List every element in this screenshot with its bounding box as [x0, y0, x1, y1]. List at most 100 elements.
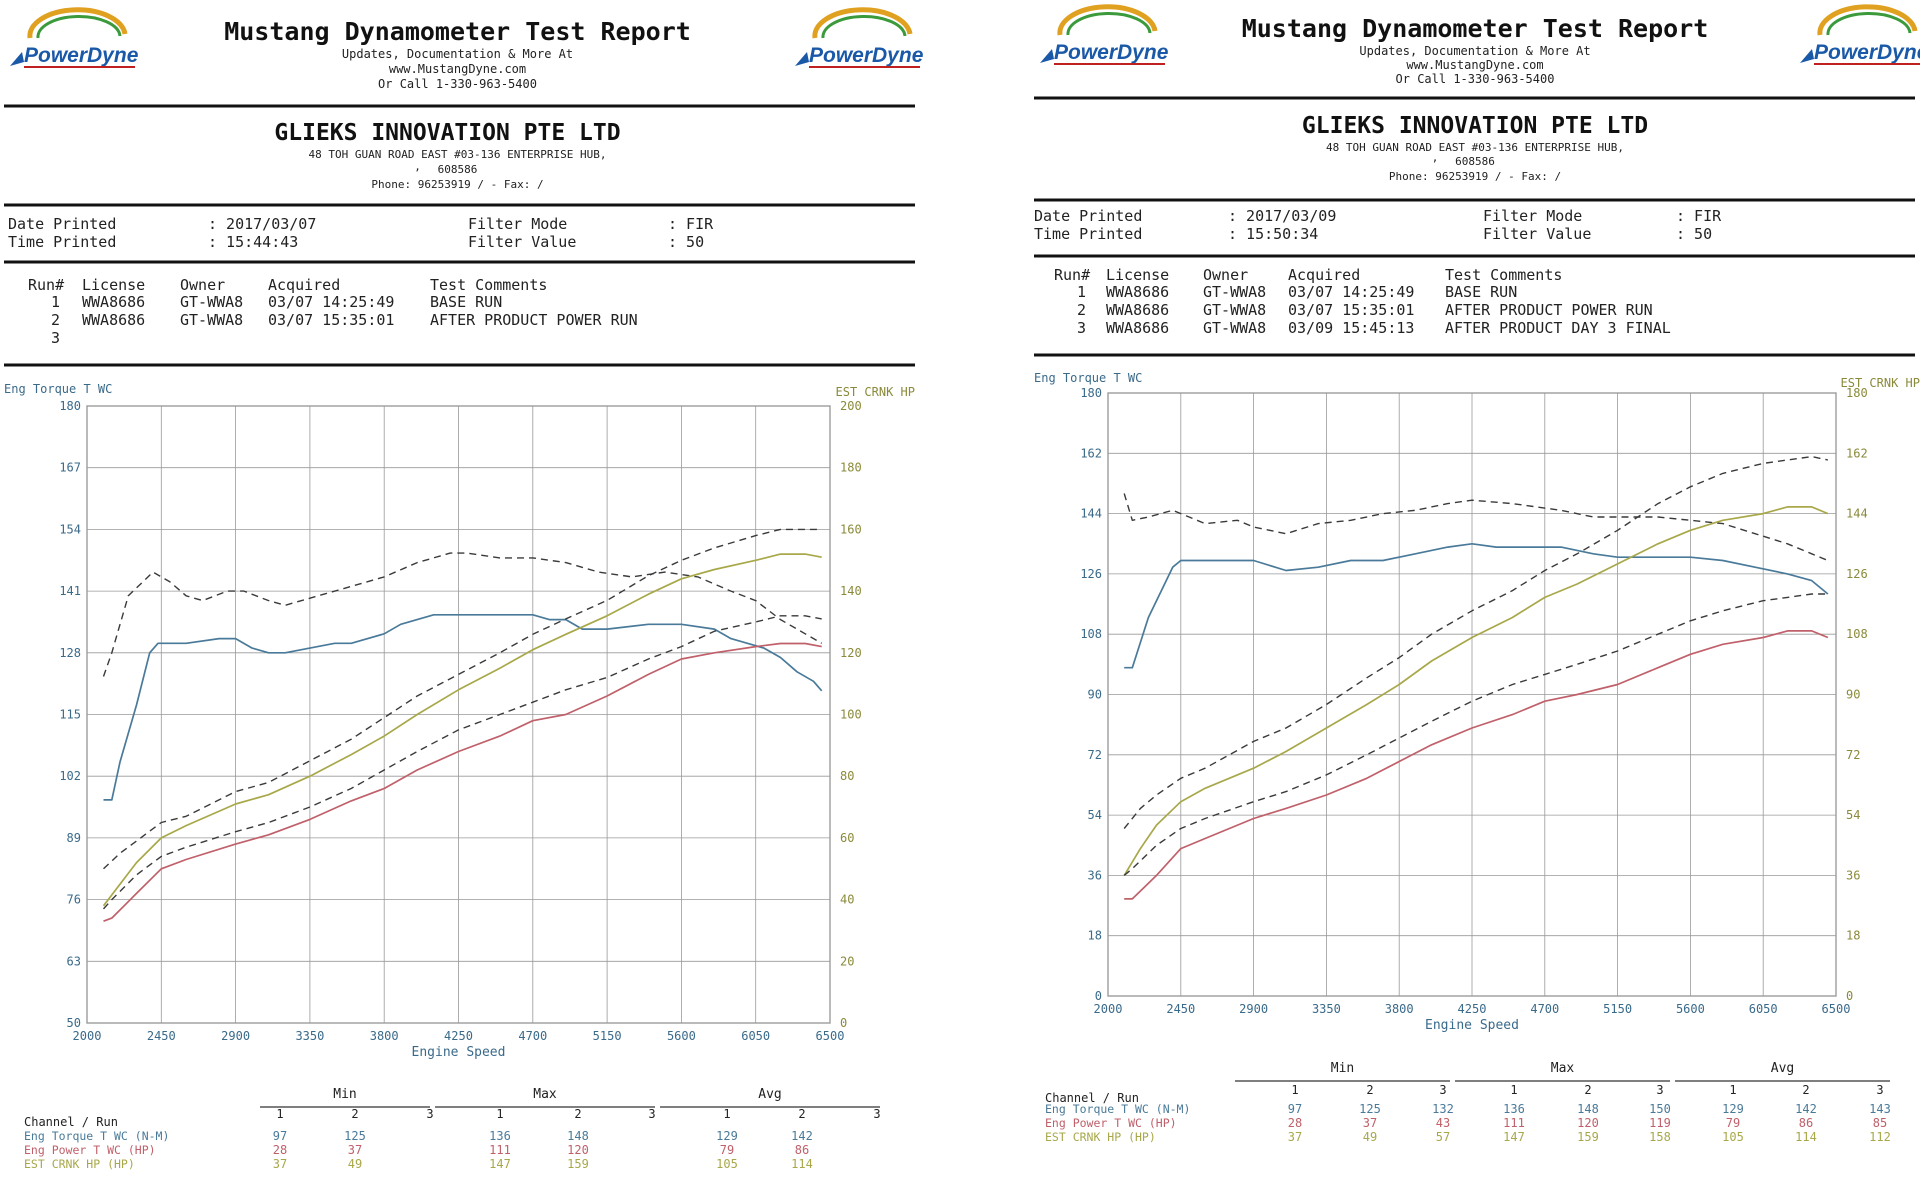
stats-cell: 49 [1363, 1130, 1377, 1144]
runs-cell: 2 [51, 311, 60, 329]
y-left-tick-label: 115 [59, 708, 81, 722]
stats-cell: 158 [1649, 1130, 1671, 1144]
runs-cell: GT-WWA8 [180, 311, 243, 329]
y-left-tick-label: 180 [59, 399, 81, 413]
y-right-axis-label: EST CRNK HP [1841, 376, 1920, 390]
stats-run-number: 3 [648, 1107, 655, 1121]
y-right-tick-label: 60 [840, 831, 854, 845]
stats-group-label: Max [533, 1087, 557, 1102]
x-tick-label: 5150 [1603, 1002, 1632, 1016]
stats-row: Eng Torque T WC (N-M) 97 125 132 136 148 150 12… [1045, 1102, 1891, 1116]
logo-text: PowerDyne [1054, 41, 1169, 64]
runs-table-row: 1 WWA8686 GT-WWA8 03/07 14:25:49 BASE RUN [51, 293, 502, 311]
stats-group-label: Avg [1771, 1061, 1794, 1076]
runs-header-cell: Acquired [1288, 266, 1360, 284]
filter-value-value: : 50 [668, 233, 704, 251]
stats-cell: 129 [1722, 1102, 1744, 1116]
stats-run-number: 2 [1366, 1083, 1373, 1097]
stats-table: Min Max Avg Channel / Run 1 2 3 1 2 3 1 2 3 Eng Torqu… [1045, 1061, 1891, 1144]
y-left-tick-label: 76 [67, 893, 81, 907]
logo-arc-outer [812, 7, 913, 39]
dyno-chart: 2000 2450 2900 3350 3800 4250 4700 5150 5600 6050… [4, 382, 915, 1060]
x-tick-label: 4700 [1530, 1002, 1559, 1016]
stats-cell: 120 [1577, 1116, 1599, 1130]
stats-run-number: 2 [1584, 1083, 1591, 1097]
runs-cell: BASE RUN [1445, 283, 1517, 301]
y-left-tick-label: 18 [1088, 929, 1102, 943]
stats-channel-header: Channel / Run [1045, 1091, 1139, 1105]
stats-cell: 37 [1363, 1116, 1377, 1130]
runs-cell: BASE RUN [430, 293, 502, 311]
runs-cell: WWA8686 [82, 293, 145, 311]
stats-group-label: Max [1551, 1061, 1575, 1076]
stats-run-number: 1 [1510, 1083, 1517, 1097]
stats-cell: 150 [1649, 1102, 1671, 1116]
series-line-3 [102, 553, 822, 907]
y-right-tick-label: 180 [1846, 386, 1868, 400]
series-line-1 [1124, 542, 1829, 669]
company-address-2: , [414, 160, 421, 173]
company-postcode: 608586 [438, 163, 478, 176]
y-left-tick-label: 108 [1080, 627, 1102, 641]
filter-mode-label: Filter Mode [468, 215, 567, 233]
y-right-tick-label: 36 [1846, 868, 1860, 882]
stats-cell: 111 [1503, 1116, 1525, 1130]
logo-arc-outer [1057, 4, 1158, 36]
y-right-tick-label: 54 [1846, 808, 1860, 822]
report-title: Mustang Dynamometer Test Report [1242, 14, 1709, 43]
stats-cell: 85 [1873, 1116, 1887, 1130]
stats-run-number: 2 [798, 1107, 805, 1121]
runs-cell: GT-WWA8 [180, 293, 243, 311]
stats-cell: 97 [1288, 1102, 1302, 1116]
y-left-tick-label: 90 [1088, 688, 1102, 702]
y-right-tick-label: 72 [1846, 748, 1860, 762]
y-right-tick-label: 162 [1846, 446, 1868, 460]
logo-arc-outer [1817, 4, 1918, 36]
logo-text: PowerDyne [1814, 41, 1920, 64]
runs-header-cell: Test Comments [430, 276, 547, 294]
company-address: 48 TOH GUAN ROAD EAST #03-136 ENTERPRISE… [308, 148, 606, 161]
company-address: 48 TOH GUAN ROAD EAST #03-136 ENTERPRISE… [1326, 141, 1624, 154]
stats-cell: 86 [795, 1143, 809, 1157]
stats-row: Eng Torque T WC (N-M) 97 125 136 148 129 142 [24, 1129, 813, 1143]
time-printed-label: Time Printed [1034, 225, 1142, 243]
x-tick-label: 3800 [1385, 1002, 1414, 1016]
stats-run-number: 2 [574, 1107, 581, 1121]
stats-cell: 142 [791, 1129, 813, 1143]
x-tick-label: 2450 [1166, 1002, 1195, 1016]
company-phone: Phone: 96253919 / - Fax: / [1389, 170, 1561, 183]
stats-channel-header: Channel / Run [24, 1115, 118, 1129]
logo-text: PowerDyne [24, 44, 139, 67]
runs-cell: 3 [1077, 319, 1086, 337]
x-axis-label: Engine Speed [412, 1045, 506, 1060]
filter-mode-value: : FIR [1676, 207, 1722, 225]
powerdyne-logo-left: PowerDyne [10, 7, 139, 68]
company-name: GLIEKS INNOVATION PTE LTD [1302, 113, 1648, 139]
runs-cell: 03/07 14:25:49 [268, 293, 394, 311]
y-left-tick-label: 180 [1080, 386, 1102, 400]
filter-value-label: Filter Value [468, 233, 576, 251]
stats-cell: 114 [791, 1157, 813, 1171]
runs-cell: AFTER PRODUCT POWER RUN [430, 311, 638, 329]
stats-cell: 37 [1288, 1130, 1302, 1144]
runs-cell: 3 [51, 329, 60, 347]
runs-cell: AFTER PRODUCT POWER RUN [1445, 301, 1653, 319]
runs-cell: 03/07 15:35:01 [268, 311, 394, 329]
stats-run-number: 3 [426, 1107, 433, 1121]
stats-cell: 28 [1288, 1116, 1302, 1130]
runs-cell: AFTER PRODUCT DAY 3 FINAL [1445, 319, 1671, 337]
y-left-tick-label: 50 [67, 1016, 81, 1030]
x-tick-label: 4250 [1458, 1002, 1487, 1016]
x-tick-label: 3350 [1312, 1002, 1341, 1016]
stats-row-label: Eng Torque T WC (N-M) [1045, 1102, 1190, 1116]
x-tick-label: 5600 [1676, 1002, 1705, 1016]
y-right-tick-label: 120 [840, 646, 862, 660]
stats-cell: 136 [1503, 1102, 1525, 1116]
y-right-tick-label: 20 [840, 954, 854, 968]
runs-header-cell: Run# [28, 276, 64, 294]
stats-run-number: 2 [351, 1107, 358, 1121]
stats-cell: 112 [1869, 1130, 1891, 1144]
dyno-chart: 2000 2450 2900 3350 3800 4250 4700 5150 5600 6050… [1034, 371, 1920, 1033]
date-printed-label: Date Printed [1034, 207, 1142, 225]
